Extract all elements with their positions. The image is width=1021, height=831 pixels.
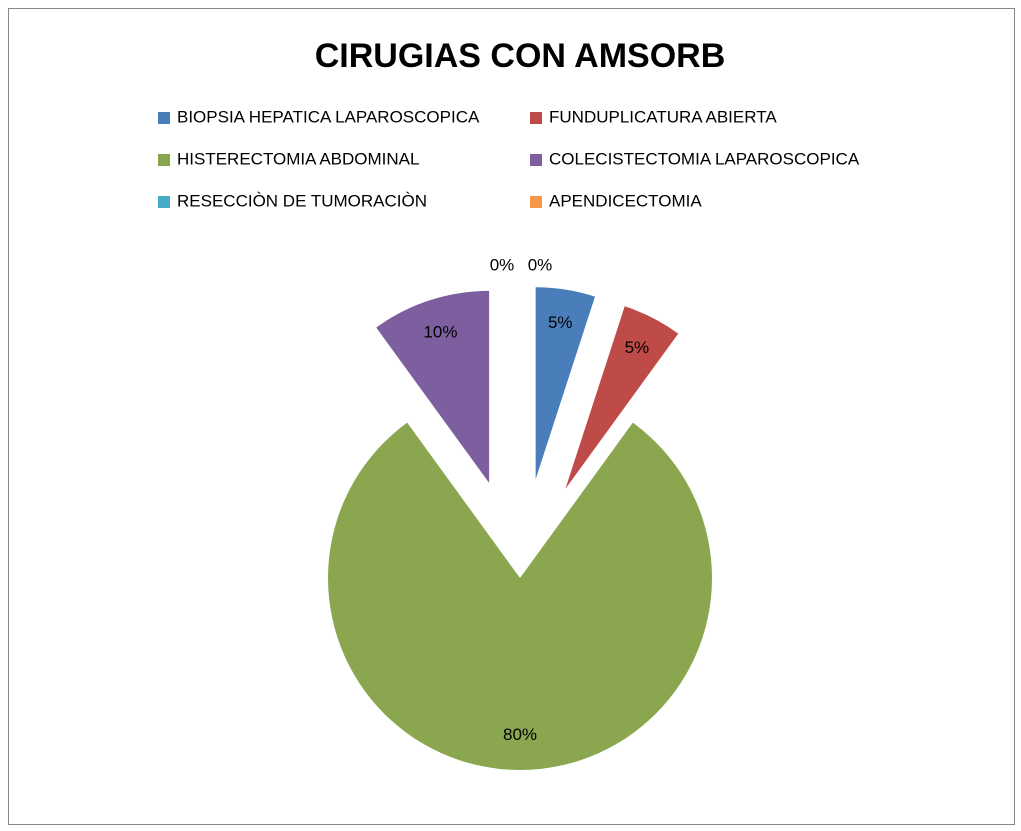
legend-text: RESECCIÒN DE TUMORACIÒN: [177, 191, 427, 210]
slice-label: 5%: [625, 338, 650, 357]
chart-title: CIRUGIAS CON AMSORB: [315, 37, 726, 75]
legend-swatch: [158, 154, 170, 166]
legend-swatch: [158, 196, 170, 208]
legend-swatch: [530, 196, 542, 208]
slice-label: 10%: [423, 323, 457, 342]
pie-slice: [535, 287, 595, 480]
legend-text: HISTERECTOMIA ABDOMINAL: [177, 149, 419, 168]
legend-swatch: [530, 112, 542, 124]
slice-label: 0%: [490, 255, 515, 274]
pie-slice: [376, 290, 490, 483]
slice-label: 80%: [503, 725, 537, 744]
legend-text: COLECISTECTOMIA LAPAROSCOPICA: [549, 149, 860, 168]
legend-swatch: [530, 154, 542, 166]
pie-slice: [565, 306, 679, 489]
legend-text: FUNDUPLICATURA ABIERTA: [549, 107, 777, 126]
legend-text: BIOPSIA HEPATICA LAPAROSCOPICA: [177, 107, 480, 126]
slice-label: 0%: [528, 255, 553, 274]
slice-label: 5%: [548, 313, 573, 332]
legend-text: APENDICECTOMIA: [549, 191, 702, 210]
pie-slice: [328, 422, 712, 771]
legend-swatch: [158, 112, 170, 124]
